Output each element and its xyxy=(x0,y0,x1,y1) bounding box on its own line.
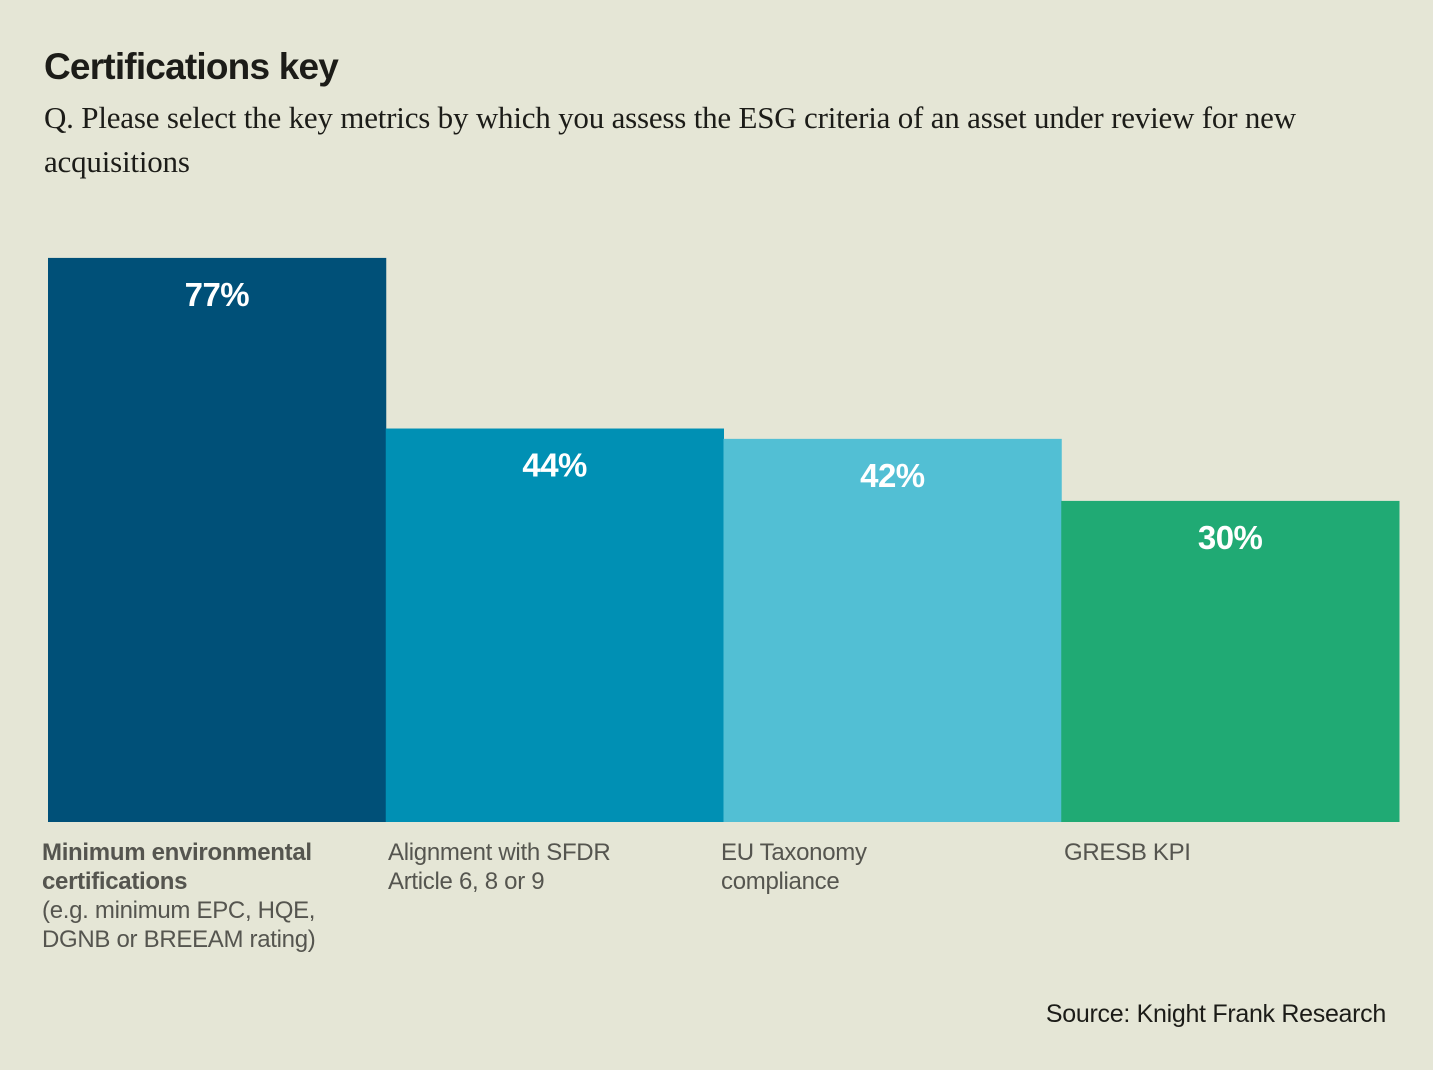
chart-title: Certifications key xyxy=(44,46,339,87)
bar-3 xyxy=(723,438,1062,822)
category-label-text: Alignment with SFDR Article 6, 8 or 9 xyxy=(388,839,611,895)
category-label-1: Minimum environmental certifications (e.g… xyxy=(42,838,332,954)
chart-subtitle: Q. Please select the key metrics by whic… xyxy=(44,100,1296,179)
bar-1 xyxy=(48,257,387,822)
bar-2 xyxy=(385,428,724,822)
bar-value-label-2: 44% xyxy=(522,447,587,484)
bars-group xyxy=(48,257,1400,822)
bar-value-label-3: 42% xyxy=(860,457,925,494)
value-labels-group: 77% 44% 42% 30% xyxy=(185,276,1263,556)
bar-value-label-4: 30% xyxy=(1198,519,1263,556)
category-label-text: EU Taxonomy compliance xyxy=(721,839,867,895)
category-label-text: (e.g. minimum EPC, HQE, DGNB or BREEAM r… xyxy=(42,897,316,953)
category-label-3: EU Taxonomy compliance xyxy=(721,838,981,896)
category-label-2: Alignment with SFDR Article 6, 8 or 9 xyxy=(388,838,648,896)
category-label-text: GRESB KPI xyxy=(1064,839,1191,866)
bar-4 xyxy=(1061,500,1400,822)
category-label-strong: Minimum environmental certifications xyxy=(42,839,312,895)
category-label-4: GRESB KPI xyxy=(1064,838,1324,867)
bar-value-label-1: 77% xyxy=(185,276,250,313)
source-note: Source: Knight Frank Research xyxy=(1045,1000,1386,1028)
